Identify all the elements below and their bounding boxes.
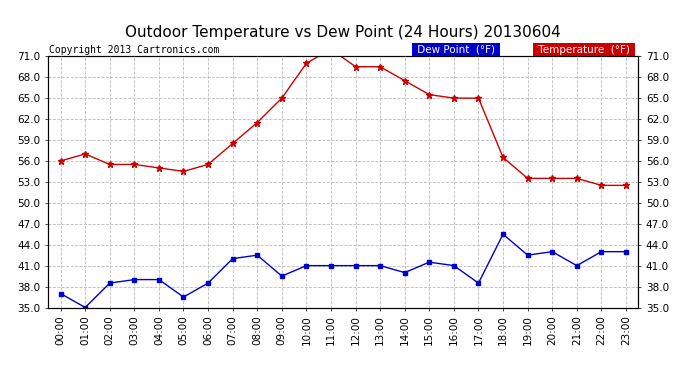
Text: Copyright 2013 Cartronics.com: Copyright 2013 Cartronics.com [49, 45, 219, 55]
Text: Dew Point  (°F): Dew Point (°F) [414, 45, 498, 55]
Title: Outdoor Temperature vs Dew Point (24 Hours) 20130604: Outdoor Temperature vs Dew Point (24 Hou… [126, 25, 561, 40]
Text: Temperature  (°F): Temperature (°F) [535, 45, 633, 55]
